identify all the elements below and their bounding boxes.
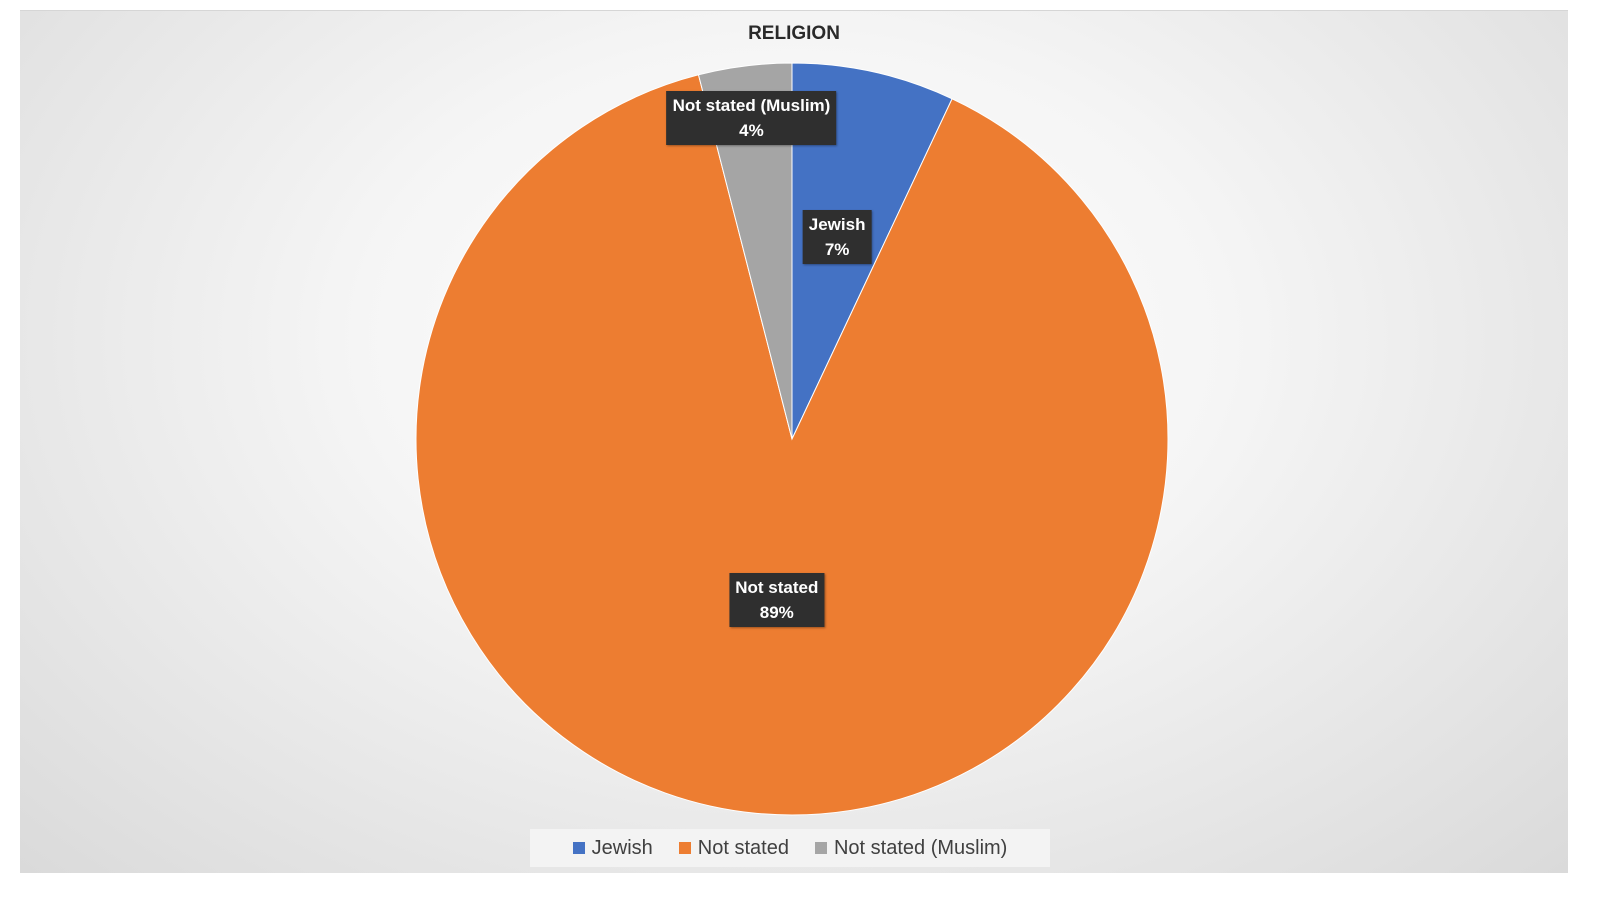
data-label-name: Jewish	[808, 215, 866, 235]
chart-area: RELIGION Jewish 7% Not stated 89% Not stated…	[20, 10, 1568, 873]
data-label-name: Not stated (Muslim)	[672, 96, 831, 116]
legend-label-jewish: Jewish	[591, 836, 653, 859]
data-label-name: Not stated	[735, 577, 819, 597]
legend-swatch-not-stated-muslim	[814, 842, 827, 854]
pie-slice-jewish	[791, 62, 953, 440]
pie-slice-not-stated	[415, 74, 1169, 816]
legend-item-not-stated-muslim: Not stated (Muslim)	[814, 836, 1008, 860]
data-label-percent: 7%	[824, 240, 850, 260]
legend-swatch-not-stated	[678, 842, 691, 854]
pie-chart	[415, 62, 1169, 816]
chart-title: RELIGION	[748, 23, 840, 44]
legend-label-not-stated: Not stated	[697, 836, 789, 859]
legend-item-not-stated: Not stated	[678, 836, 789, 860]
data-label-not-stated: Not stated 89%	[729, 572, 825, 627]
data-label-not-stated-muslim: Not stated (Muslim) 4%	[666, 91, 837, 146]
data-label-jewish: Jewish 7%	[802, 210, 872, 265]
pie-slice-not-stated-muslim	[697, 62, 793, 440]
data-label-percent: 89%	[759, 602, 794, 622]
legend: Jewish Not stated Not stated (Muslim)	[530, 829, 1050, 867]
legend-label-not-stated-muslim: Not stated (Muslim)	[833, 836, 1008, 859]
legend-item-jewish: Jewish	[572, 836, 653, 860]
data-label-percent: 4%	[739, 121, 764, 141]
legend-swatch-jewish	[572, 842, 585, 854]
